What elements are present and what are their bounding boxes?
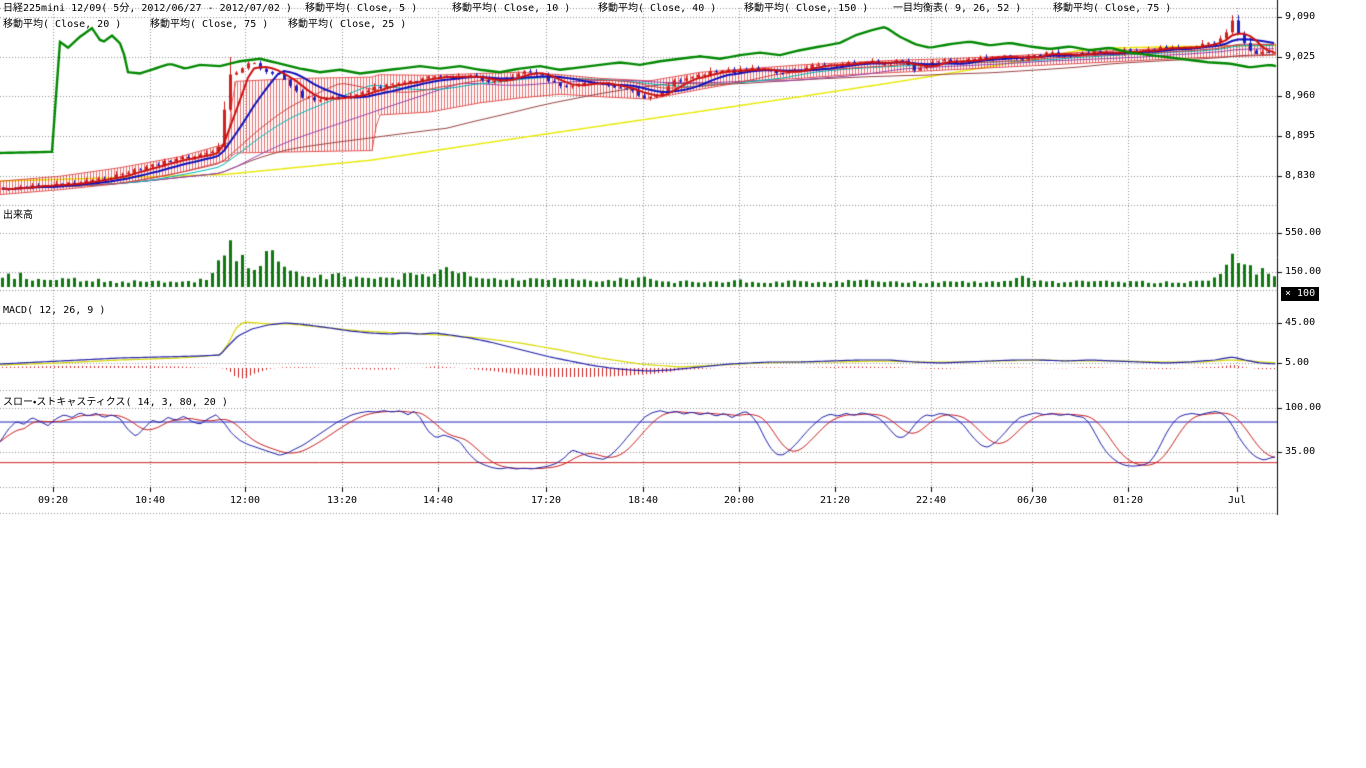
volume-panel-label: 出来高: [3, 210, 33, 221]
volume-axis-tick: 150.00: [1285, 266, 1322, 277]
time-axis-label: 14:40: [422, 495, 454, 506]
macd-axis-tick: 5.00: [1285, 357, 1310, 368]
time-axis-label: 18:40: [627, 495, 659, 506]
time-axis-label: 21:20: [819, 495, 851, 506]
time-axis-label: Jul: [1227, 495, 1247, 506]
chart-title: 日経225mini 12/09( 5分, 2012/06/27 - 2012/0…: [3, 3, 292, 14]
time-axis-label: 13:20: [326, 495, 358, 506]
volume-unit-badge: × 100: [1281, 287, 1320, 301]
indicator-label-ma75-2: 移動平均( Close, 75 ): [150, 19, 269, 30]
time-axis-label: 01:20: [1112, 495, 1144, 506]
time-axis-label: 09:20: [37, 495, 69, 506]
time-axis-label: 20:00: [723, 495, 755, 506]
time-axis-label: 22:40: [915, 495, 947, 506]
stoch-axis-tick: 100.00: [1285, 402, 1322, 413]
chart-canvas[interactable]: [0, 0, 1366, 520]
price-axis-tick: 9,090: [1285, 11, 1316, 22]
stochastics-panel-label: スロー・ストキャスティクス( 14, 3, 80, 20 ): [3, 397, 228, 408]
macd-axis-tick: 45.00: [1285, 317, 1316, 328]
time-axis-label: 12:00: [229, 495, 261, 506]
time-axis-label: 06/30: [1016, 495, 1048, 506]
indicator-label-ma5: 移動平均( Close, 5 ): [305, 3, 418, 14]
macd-panel-label: MACD( 12, 26, 9 ): [3, 305, 106, 316]
stoch-axis-tick: 35.00: [1285, 446, 1316, 457]
price-axis-tick: 8,830: [1285, 170, 1316, 181]
indicator-label-ma40: 移動平均( Close, 40 ): [598, 3, 717, 14]
price-axis-tick: 8,960: [1285, 90, 1316, 101]
price-axis-tick: 9,025: [1285, 51, 1316, 62]
time-axis-label: 10:40: [134, 495, 166, 506]
price-axis-tick: 8,895: [1285, 130, 1316, 141]
indicator-label-ma10: 移動平均( Close, 10 ): [452, 3, 571, 14]
indicator-label-ma75: 移動平均( Close, 75 ): [1053, 3, 1172, 14]
indicator-label-ma150: 移動平均( Close, 150 ): [744, 3, 869, 14]
indicator-label-ma20: 移動平均( Close, 20 ): [3, 19, 122, 30]
indicator-label-ma25: 移動平均( Close, 25 ): [288, 19, 407, 30]
volume-axis-tick: 550.00: [1285, 227, 1322, 238]
time-axis-label: 17:20: [530, 495, 562, 506]
indicator-label-ichimoku: 一目均衡表( 9, 26, 52 ): [893, 3, 1022, 14]
